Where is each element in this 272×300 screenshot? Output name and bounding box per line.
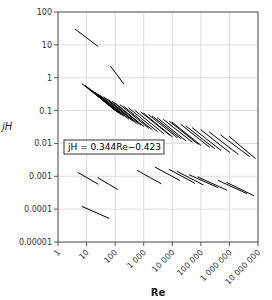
line-segment (155, 167, 179, 180)
grid-line-x (229, 12, 230, 242)
line-segment (111, 66, 124, 83)
y-tick (54, 44, 58, 45)
grid-line-y (58, 176, 258, 177)
grid-line-x (115, 12, 116, 242)
x-tick (143, 242, 144, 246)
grid-line-x (200, 12, 201, 242)
line-segment (189, 175, 218, 188)
x-tick (200, 242, 201, 246)
line-segment (201, 130, 230, 152)
line-segment (227, 182, 254, 195)
line-segment (82, 207, 109, 219)
y-tick (54, 176, 58, 177)
line-segment (144, 113, 173, 136)
x-tick-label: 1 (52, 248, 62, 258)
line-segment (198, 177, 227, 190)
line-segment (75, 29, 98, 46)
annotation: jH = 0.344Re−0.423 (64, 140, 164, 154)
grid-line-x (86, 12, 87, 242)
line-segment (112, 101, 141, 125)
y-tick-label: 10 (42, 41, 52, 50)
plot-area (58, 12, 258, 242)
x-tick (86, 242, 87, 246)
line-segment (164, 120, 193, 142)
y-tick (54, 77, 58, 78)
annotation-box (64, 140, 164, 154)
grid-line-y (58, 110, 258, 111)
grid-line-y (58, 44, 258, 45)
axes: 1101001 00010 000100 0001 000 00010 000 … (19, 8, 262, 287)
x-tick (115, 242, 116, 246)
x-tick (258, 242, 259, 246)
line-segment (181, 124, 210, 147)
line-segment (115, 103, 144, 126)
grid (58, 12, 258, 242)
y-tick-label: 0.0001 (24, 205, 52, 214)
x-tick-label: 100 (102, 248, 119, 265)
line-segment (177, 171, 203, 184)
x-tick-label: 1 000 (125, 248, 148, 271)
chart: 1101001 00010 000100 0001 000 00010 000 … (0, 0, 272, 300)
y-axis-label: jH (0, 121, 13, 132)
line-segment (78, 173, 98, 185)
y-tick (54, 242, 58, 243)
x-tick-label: 10 (77, 248, 91, 262)
line-segment (229, 137, 255, 159)
grid-line-y (58, 77, 258, 78)
line-segment (129, 108, 158, 132)
line-segment (221, 135, 250, 156)
line-segment (92, 91, 121, 115)
line-segment (120, 105, 149, 128)
y-tick (54, 12, 58, 13)
y-tick-label: 100 (37, 8, 52, 17)
y-tick (54, 209, 58, 210)
y-tick-label: 1 (47, 74, 52, 83)
grid-line-x (143, 12, 144, 242)
x-tick (172, 242, 173, 246)
frame (58, 12, 258, 242)
x-tick-label: 10 000 (150, 248, 176, 274)
lines (75, 29, 255, 218)
y-tick-label: 0.01 (34, 139, 52, 148)
line-segment (98, 178, 117, 190)
x-tick (58, 242, 59, 246)
x-tick (229, 242, 230, 246)
y-tick (54, 143, 58, 144)
line-segment (170, 170, 195, 184)
line-segment (218, 180, 247, 193)
line-segment (209, 132, 238, 154)
line-segment (137, 170, 161, 183)
y-tick (54, 110, 58, 111)
y-tick-label: 0.001 (29, 172, 52, 181)
annotation-text: jH = 0.344Re−0.423 (67, 142, 161, 152)
line-segment (192, 128, 221, 150)
y-tick-label: 0.00001 (19, 238, 52, 247)
y-tick-label: 0.1 (39, 107, 52, 116)
line-segment (149, 115, 178, 138)
x-tick-label: 10 000 000 (223, 248, 262, 287)
x-axis-label: Re (151, 287, 166, 298)
